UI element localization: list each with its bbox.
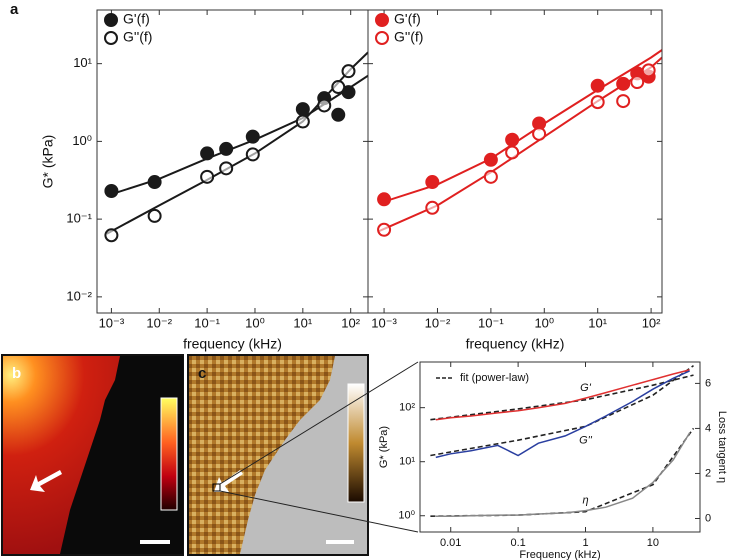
y2-tick-label: 0 xyxy=(705,512,711,524)
panel-label: a xyxy=(10,1,19,18)
data-point xyxy=(331,80,346,95)
data-point xyxy=(505,132,520,147)
data-point xyxy=(483,169,498,184)
y-tick-label: 10⁻¹ xyxy=(66,211,92,226)
x-axis-label: frequency (kHz) xyxy=(466,336,565,352)
data-point xyxy=(317,98,332,113)
panel-c-image xyxy=(187,354,419,556)
y2-tick-label: 4 xyxy=(705,422,711,434)
series-label: G' xyxy=(580,382,592,394)
x-tick-label: 10⁻³ xyxy=(99,315,125,330)
fit-line xyxy=(430,364,694,457)
data-point xyxy=(377,192,392,207)
x-tick-label: 10⁻² xyxy=(425,315,451,330)
data-point xyxy=(295,102,310,117)
data-line xyxy=(435,369,690,421)
data-point xyxy=(104,184,119,199)
legend-marker xyxy=(104,13,118,27)
data-line xyxy=(435,432,691,517)
y2-tick-label: 2 xyxy=(705,467,711,479)
y2-axis-label: Loss tangent η xyxy=(716,411,728,483)
data-point xyxy=(483,152,498,167)
legend-label: G''(f) xyxy=(394,29,423,45)
y-axis-label: G* (kPa) xyxy=(378,426,390,468)
x-tick-label: 0.1 xyxy=(510,537,525,549)
legend-marker xyxy=(375,13,389,27)
legend-label: fit (power-law) xyxy=(460,372,529,384)
x-tick-label: 10⁻³ xyxy=(371,315,397,330)
data-point xyxy=(641,63,656,78)
x-tick-label: 10¹ xyxy=(588,315,607,330)
data-point xyxy=(425,200,440,215)
data-point xyxy=(590,78,605,93)
fit-line xyxy=(106,51,368,235)
x-tick-label: 10⁻¹ xyxy=(194,315,220,330)
data-point xyxy=(630,75,645,90)
fit-line xyxy=(378,49,662,205)
y-axis-label: G* (kPa) xyxy=(40,135,56,189)
data-point xyxy=(425,175,440,190)
fit-line xyxy=(430,374,694,421)
x-tick-label: 10⁻¹ xyxy=(478,315,504,330)
panel-label: c xyxy=(198,365,206,382)
x-tick-label: 10² xyxy=(642,315,661,330)
y-tick-label: 10⁰ xyxy=(72,133,92,148)
y-tick-label: 10¹ xyxy=(73,55,92,70)
data-point xyxy=(590,95,605,110)
panel-b-image xyxy=(1,354,184,556)
x-axis-label: frequency (kHz) xyxy=(183,336,282,352)
y-tick-label: 10¹ xyxy=(399,456,415,468)
data-point xyxy=(104,228,119,243)
y-tick-label: 10⁰ xyxy=(398,510,415,522)
plot-area xyxy=(104,51,368,243)
x-tick-label: 10⁰ xyxy=(245,315,265,330)
x-tick-label: 10⁻² xyxy=(146,315,172,330)
plot-area xyxy=(377,49,662,237)
x-tick-label: 1 xyxy=(582,537,588,549)
plot-frame xyxy=(96,9,369,314)
x-tick-label: 10 xyxy=(647,537,659,549)
data-point xyxy=(616,76,631,91)
plot-frame xyxy=(419,361,701,533)
data-point xyxy=(245,129,260,144)
data-point xyxy=(505,145,520,160)
data-point xyxy=(331,107,346,122)
y-tick-label: 10² xyxy=(399,402,415,414)
fit-line xyxy=(430,427,695,517)
data-point xyxy=(295,114,310,129)
x-tick-label: 10¹ xyxy=(293,315,312,330)
series-label: G'' xyxy=(579,434,593,446)
legend-label: G''(f) xyxy=(123,29,152,45)
data-point xyxy=(200,169,215,184)
data-point xyxy=(219,161,234,176)
plot-frame xyxy=(367,9,663,314)
data-point xyxy=(147,208,162,223)
x-tick-label: 10² xyxy=(341,315,360,330)
data-point xyxy=(616,94,631,109)
x-axis-label: Frequency (kHz) xyxy=(519,549,600,560)
y-tick-label: 10⁻² xyxy=(66,288,92,303)
panel-label: b xyxy=(12,365,21,382)
data-point xyxy=(341,64,356,79)
y2-tick-label: 6 xyxy=(705,377,711,389)
data-point xyxy=(147,175,162,190)
legend-marker xyxy=(375,31,389,45)
legend-label: G'(f) xyxy=(123,11,150,27)
series-label: η xyxy=(582,495,588,507)
x-tick-label: 10⁰ xyxy=(534,315,554,330)
data-point xyxy=(532,126,547,141)
legend-label: G'(f) xyxy=(394,11,421,27)
data-line xyxy=(435,370,690,459)
data-point xyxy=(200,146,215,161)
data-point xyxy=(219,141,234,156)
data-point xyxy=(377,222,392,237)
plot-area xyxy=(430,364,695,517)
data-point xyxy=(245,147,260,162)
x-tick-label: 0.01 xyxy=(440,537,461,549)
legend-marker xyxy=(104,31,118,45)
